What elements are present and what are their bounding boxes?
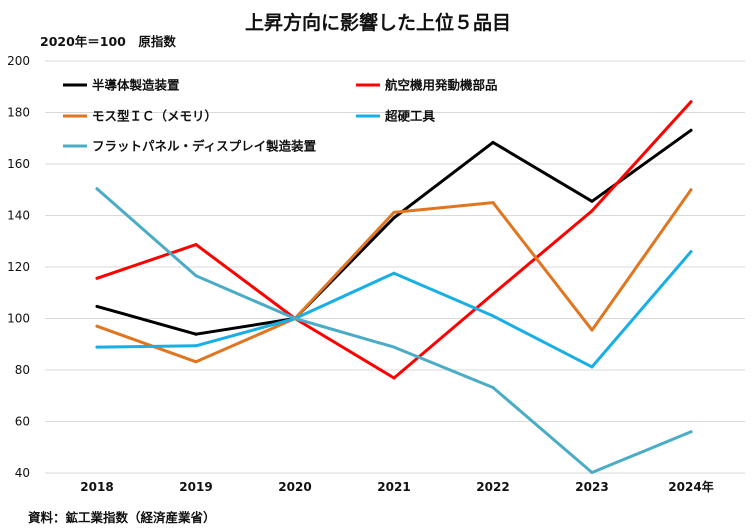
x-tick-label: 2020 bbox=[278, 480, 311, 494]
y-tick-label: 120 bbox=[7, 260, 30, 274]
data-point bbox=[491, 314, 495, 318]
data-point bbox=[491, 201, 495, 205]
y-tick-label: 180 bbox=[7, 106, 30, 120]
data-point bbox=[392, 216, 396, 220]
data-point bbox=[491, 386, 495, 389]
data-point bbox=[194, 332, 198, 336]
legend-label: 超硬工具 bbox=[384, 109, 436, 124]
data-point bbox=[392, 210, 396, 214]
data-point bbox=[590, 209, 594, 213]
data-point bbox=[194, 243, 198, 247]
data-point bbox=[194, 360, 198, 364]
series-line-1 bbox=[95, 128, 693, 336]
data-point bbox=[590, 328, 594, 332]
data-point bbox=[95, 276, 99, 280]
unit-note: 2020年＝100 原指数 bbox=[40, 34, 176, 49]
x-tick-label: 2023 bbox=[575, 480, 608, 494]
y-tick-label: 100 bbox=[7, 312, 30, 326]
data-point bbox=[590, 199, 594, 203]
data-point bbox=[689, 100, 693, 104]
gridlines bbox=[45, 60, 745, 474]
x-tick-label: 2022 bbox=[476, 480, 509, 494]
legend-label: モス型ＩＣ（メモリ） bbox=[92, 109, 217, 124]
y-tick-label: 160 bbox=[7, 157, 30, 171]
x-tick-label: 2021 bbox=[377, 480, 410, 494]
y-axis-tick-labels: 40 60 80 100 120 140 160 180 200 bbox=[7, 54, 30, 480]
data-point bbox=[491, 140, 495, 144]
y-tick-label: 60 bbox=[15, 415, 30, 429]
legend-label: 航空機用発動機部品 bbox=[385, 78, 498, 93]
legend-label: フラットパネル・ディスプレイ製造装置 bbox=[92, 139, 317, 154]
data-point bbox=[95, 304, 99, 308]
y-tick-label: 140 bbox=[7, 209, 30, 223]
data-point bbox=[392, 271, 396, 275]
data-point bbox=[95, 187, 99, 191]
data-point bbox=[491, 292, 495, 296]
y-tick-label: 200 bbox=[7, 54, 30, 68]
x-tick-label: 2019 bbox=[179, 480, 212, 494]
data-point bbox=[392, 345, 396, 349]
x-axis-tick-labels: 2018 2019 2020 2021 2022 2023 2024年 bbox=[80, 479, 713, 494]
legend-label: 半導体製造装置 bbox=[92, 78, 180, 93]
data-point bbox=[392, 376, 396, 380]
data-point bbox=[95, 345, 99, 349]
y-tick-label: 40 bbox=[15, 466, 30, 480]
y-tick-label: 80 bbox=[15, 363, 30, 377]
data-point bbox=[590, 471, 594, 474]
data-point bbox=[293, 317, 297, 320]
series-lines bbox=[95, 100, 693, 474]
data-point bbox=[194, 274, 198, 278]
data-point bbox=[194, 344, 198, 348]
chart-title: 上昇方向に影響した上位５品目 bbox=[244, 12, 511, 34]
data-point bbox=[689, 430, 693, 434]
data-point bbox=[95, 324, 99, 328]
data-point bbox=[590, 365, 594, 369]
source-note: 資料：鉱工業指数（経済産業省） bbox=[28, 510, 216, 525]
data-point bbox=[689, 250, 693, 254]
data-point bbox=[689, 188, 693, 192]
x-tick-label: 2018 bbox=[80, 480, 113, 494]
data-point bbox=[689, 128, 693, 132]
x-tick-label: 2024年 bbox=[668, 479, 713, 494]
